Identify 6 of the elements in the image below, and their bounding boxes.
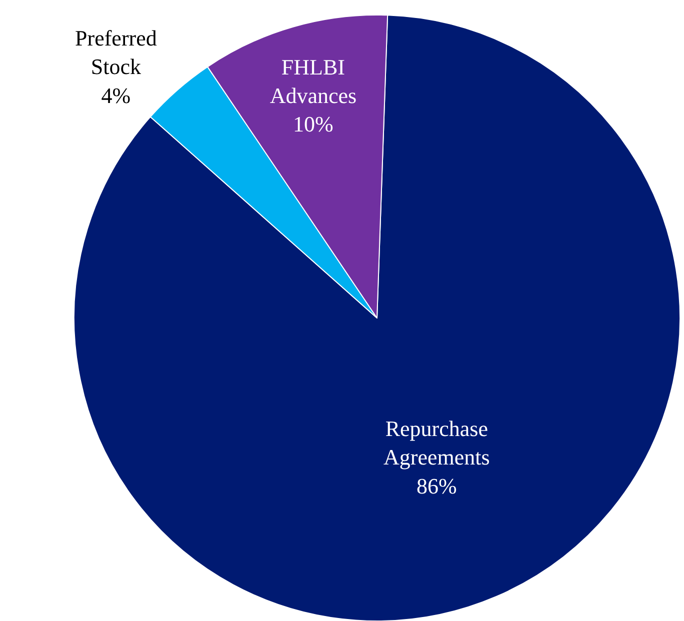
slice-label: Repurchase Agreements bbox=[384, 416, 490, 470]
slice-label: FHLBI Advances bbox=[270, 54, 357, 108]
data-label: 10% bbox=[293, 112, 334, 137]
slice-label: Preferred Stock bbox=[75, 26, 157, 80]
data-label: 4% bbox=[101, 82, 131, 108]
data-label: 86% bbox=[416, 473, 457, 498]
